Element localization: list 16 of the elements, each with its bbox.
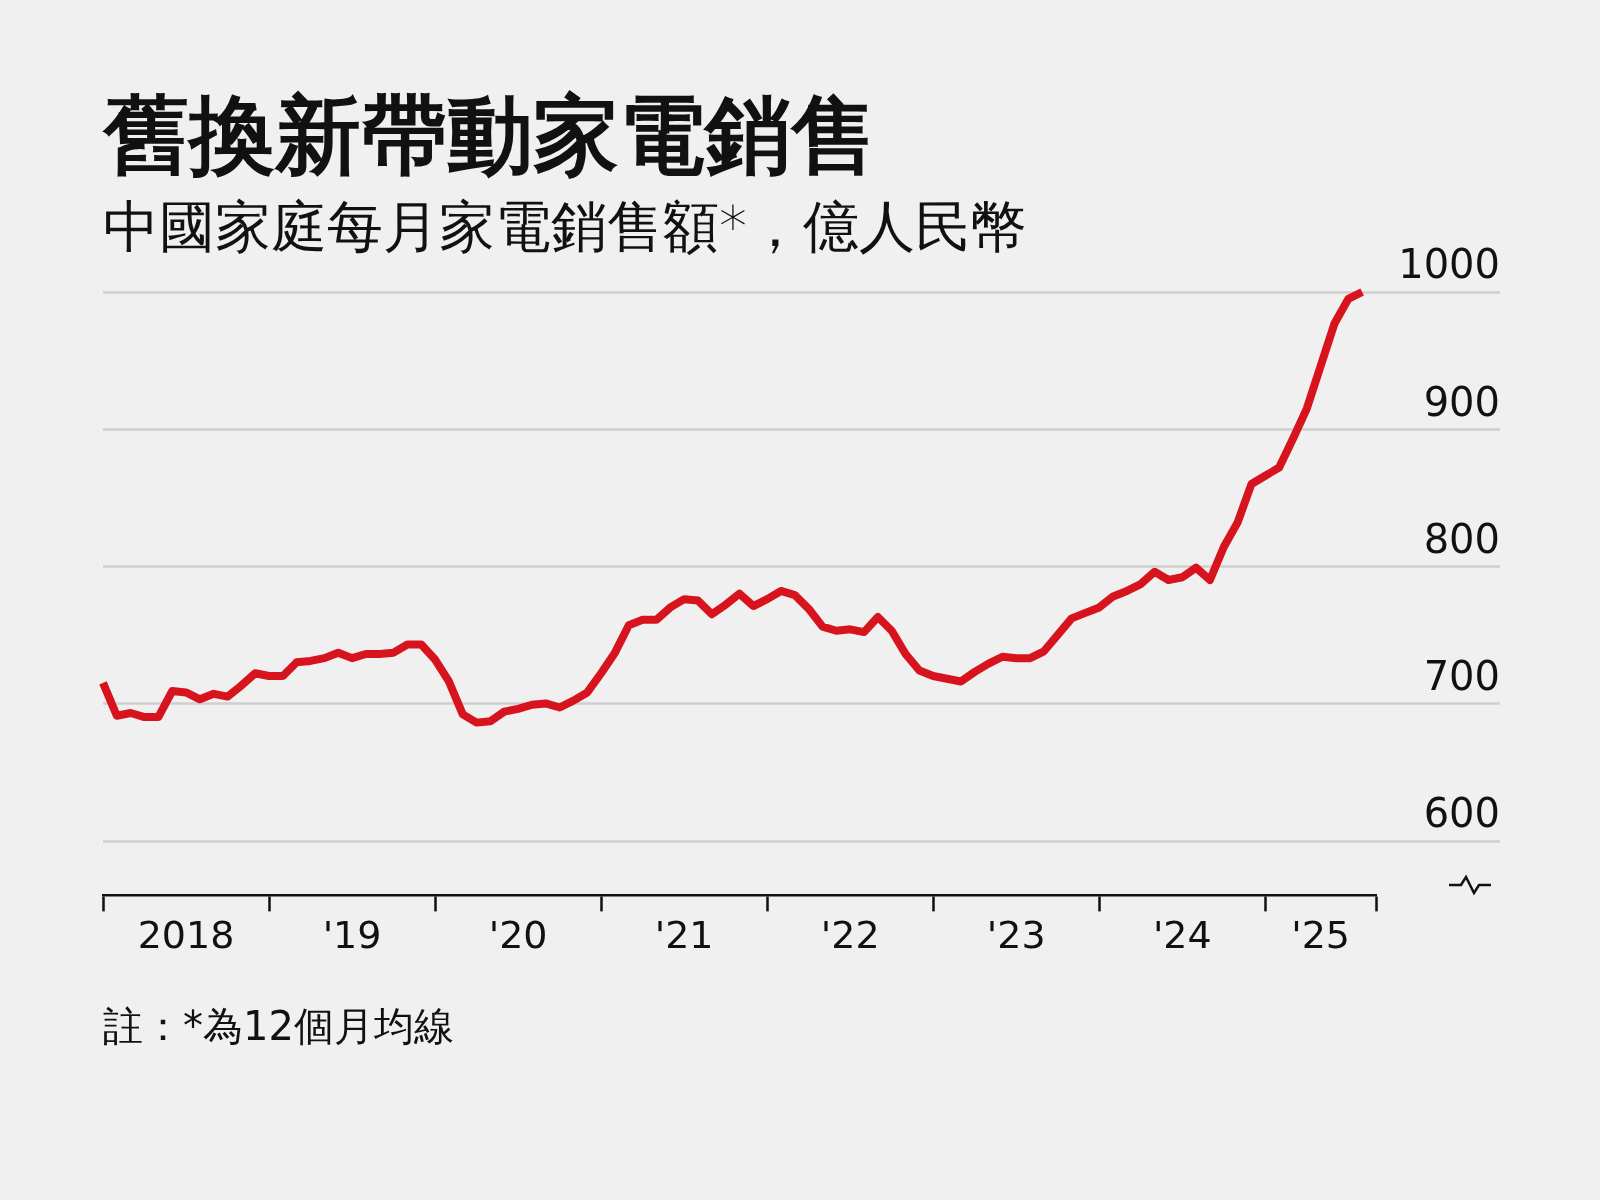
y-tick-label: 1000	[1398, 241, 1500, 288]
x-tick-label: '22	[820, 913, 880, 958]
x-tick-label: '24	[1152, 913, 1212, 958]
x-tick-label: 2018	[137, 913, 235, 958]
x-tick-label: '25	[1291, 913, 1351, 958]
y-tick-label: 900	[1423, 378, 1500, 425]
x-tick-label: '21	[654, 913, 714, 958]
chart-title: 舊換新帶動家電銷售	[103, 85, 877, 185]
x-tick-label: '20	[488, 913, 548, 958]
y-tick-label: 800	[1423, 515, 1500, 562]
y-tick-label: 600	[1423, 789, 1500, 836]
text: 註：*為12個月均線	[103, 1002, 454, 1051]
x-tick-label: '19	[322, 913, 382, 958]
y-tick-label: 700	[1423, 652, 1500, 699]
chart-subtitle: 中國家庭每月家電銷售額*，億人民幣	[103, 194, 1027, 259]
x-tick-label: '23	[986, 913, 1046, 958]
